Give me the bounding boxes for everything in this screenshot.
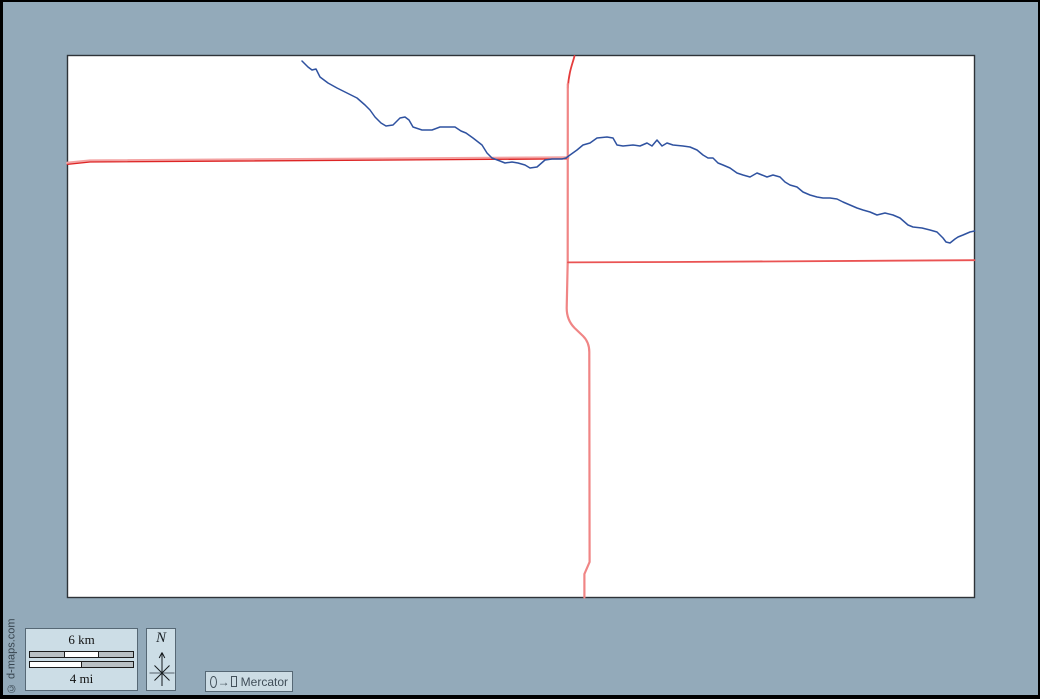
scale-segment — [81, 662, 133, 667]
road-horizontal-west-highlight — [66, 156, 570, 165]
river — [301, 60, 976, 244]
scale-mi-label: 4 mi — [69, 671, 94, 686]
road-vertical — [565, 82, 591, 599]
plane-icon — [230, 676, 237, 687]
projection-badge: → Mercator — [205, 671, 293, 692]
map-outline — [66, 54, 976, 599]
scale-bar: 6 km 4 mi — [25, 628, 138, 691]
road-horizontal-west — [66, 158, 569, 166]
scale-bar-km — [29, 651, 134, 658]
scale-bar-mi — [29, 661, 134, 668]
copyright: © d-maps.com — [5, 618, 18, 695]
scale-km-label: 6 km — [68, 632, 95, 647]
globe-icon — [210, 675, 217, 688]
north-label: N — [155, 630, 166, 646]
scale-segment — [98, 652, 134, 657]
scale-segment — [30, 662, 81, 667]
scale-segment — [63, 652, 99, 657]
road-horizontal-east — [567, 259, 976, 264]
north-indicator: N — [146, 628, 176, 691]
projection-label: Mercator — [240, 674, 288, 689]
arrow-right-icon: → — [217, 674, 230, 689]
north-arrow-icon — [149, 652, 175, 686]
scale-segment — [30, 652, 64, 657]
